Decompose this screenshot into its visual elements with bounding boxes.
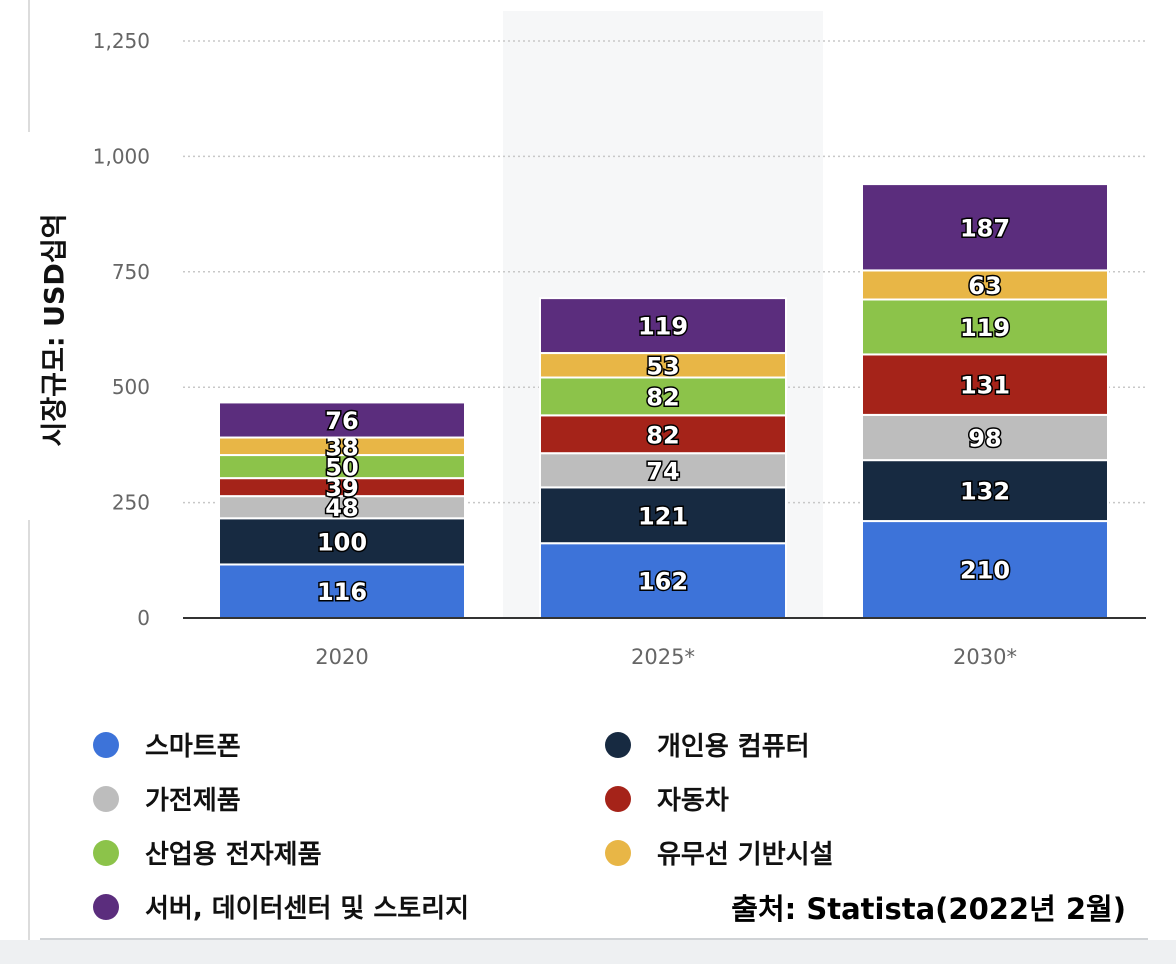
legend-item: 자동차 xyxy=(605,780,729,817)
data-label: 53 xyxy=(646,352,679,380)
bar-segment xyxy=(539,297,787,355)
legend-item: 개인용 컴퓨터 xyxy=(605,726,810,763)
data-label: 132 xyxy=(960,478,1010,506)
legend-item: 스마트폰 xyxy=(93,726,241,763)
legend-marker xyxy=(605,839,631,866)
x-tick-label: 2020 xyxy=(315,645,368,669)
data-label: 82 xyxy=(646,421,679,449)
bar-segment xyxy=(218,517,466,566)
data-label: 76 xyxy=(325,407,358,435)
data-label: 131 xyxy=(960,372,1010,400)
source-note: 출처: Statista(2022년 2월) xyxy=(731,892,1126,926)
left-border-bottom xyxy=(28,520,30,940)
data-label: 119 xyxy=(960,314,1010,342)
legend-item: 가전제품 xyxy=(93,780,241,817)
bar-segment xyxy=(539,452,787,489)
data-label: 63 xyxy=(968,272,1001,300)
legend-item: 서버, 데이터센터 및 스토리지 xyxy=(93,888,469,925)
bar-segment xyxy=(861,520,1109,620)
bottom-divider xyxy=(40,938,1148,940)
y-axis-label-text: 시장규모: USD십억 xyxy=(39,213,71,447)
bar-segment xyxy=(861,298,1109,356)
legend-label: 개인용 컴퓨터 xyxy=(657,732,810,762)
data-label: 50 xyxy=(325,454,358,482)
data-label: 121 xyxy=(638,502,688,530)
legend-label: 산업용 전자제품 xyxy=(145,840,322,870)
y-tick-label: 0 xyxy=(137,606,150,630)
data-label: 100 xyxy=(317,528,367,556)
legend-label: 가전제품 xyxy=(145,786,241,816)
bar-segment xyxy=(861,413,1109,462)
legend-marker xyxy=(93,839,119,866)
data-label: 98 xyxy=(968,425,1001,453)
x-tick-label: 2030* xyxy=(953,645,1017,669)
x-tick-label: 2025* xyxy=(631,645,695,669)
legend-item: 산업용 전자제품 xyxy=(93,834,322,871)
y-tick-label: 500 xyxy=(112,375,150,399)
bar-segment xyxy=(861,183,1109,272)
bottom-band xyxy=(0,940,1176,964)
data-label: 162 xyxy=(638,568,688,596)
legend-item: 유무선 기반시설 xyxy=(605,834,834,871)
data-label: 187 xyxy=(960,214,1010,242)
left-border-top xyxy=(28,0,30,132)
data-label: 74 xyxy=(646,457,679,485)
data-label: 119 xyxy=(638,313,688,341)
legend-label: 서버, 데이터센터 및 스토리지 xyxy=(145,894,470,924)
data-label: 82 xyxy=(646,383,679,411)
bar-segment xyxy=(539,352,787,379)
bar-segment xyxy=(218,401,466,439)
legend-marker xyxy=(93,731,119,758)
data-label: 210 xyxy=(960,557,1010,585)
bar-segment xyxy=(539,414,787,455)
legend-label: 유무선 기반시설 xyxy=(657,840,834,870)
stacked-bar-chart: 02505007501,0001,25011610048395038762020… xyxy=(92,29,1146,669)
legend-label: 스마트폰 xyxy=(145,732,241,762)
y-tick-label: 1,250 xyxy=(93,29,150,53)
legend-marker xyxy=(93,893,119,920)
legend-marker xyxy=(605,785,631,812)
y-tick-label: 750 xyxy=(112,260,150,284)
data-label: 116 xyxy=(317,578,367,606)
y-tick-label: 250 xyxy=(112,491,150,515)
legend-marker xyxy=(605,731,631,758)
data-label: 48 xyxy=(325,494,358,522)
legend-marker xyxy=(93,785,119,812)
bar-segment xyxy=(861,459,1109,523)
legend-label: 자동차 xyxy=(657,786,729,816)
y-tick-label: 1,000 xyxy=(93,144,150,168)
